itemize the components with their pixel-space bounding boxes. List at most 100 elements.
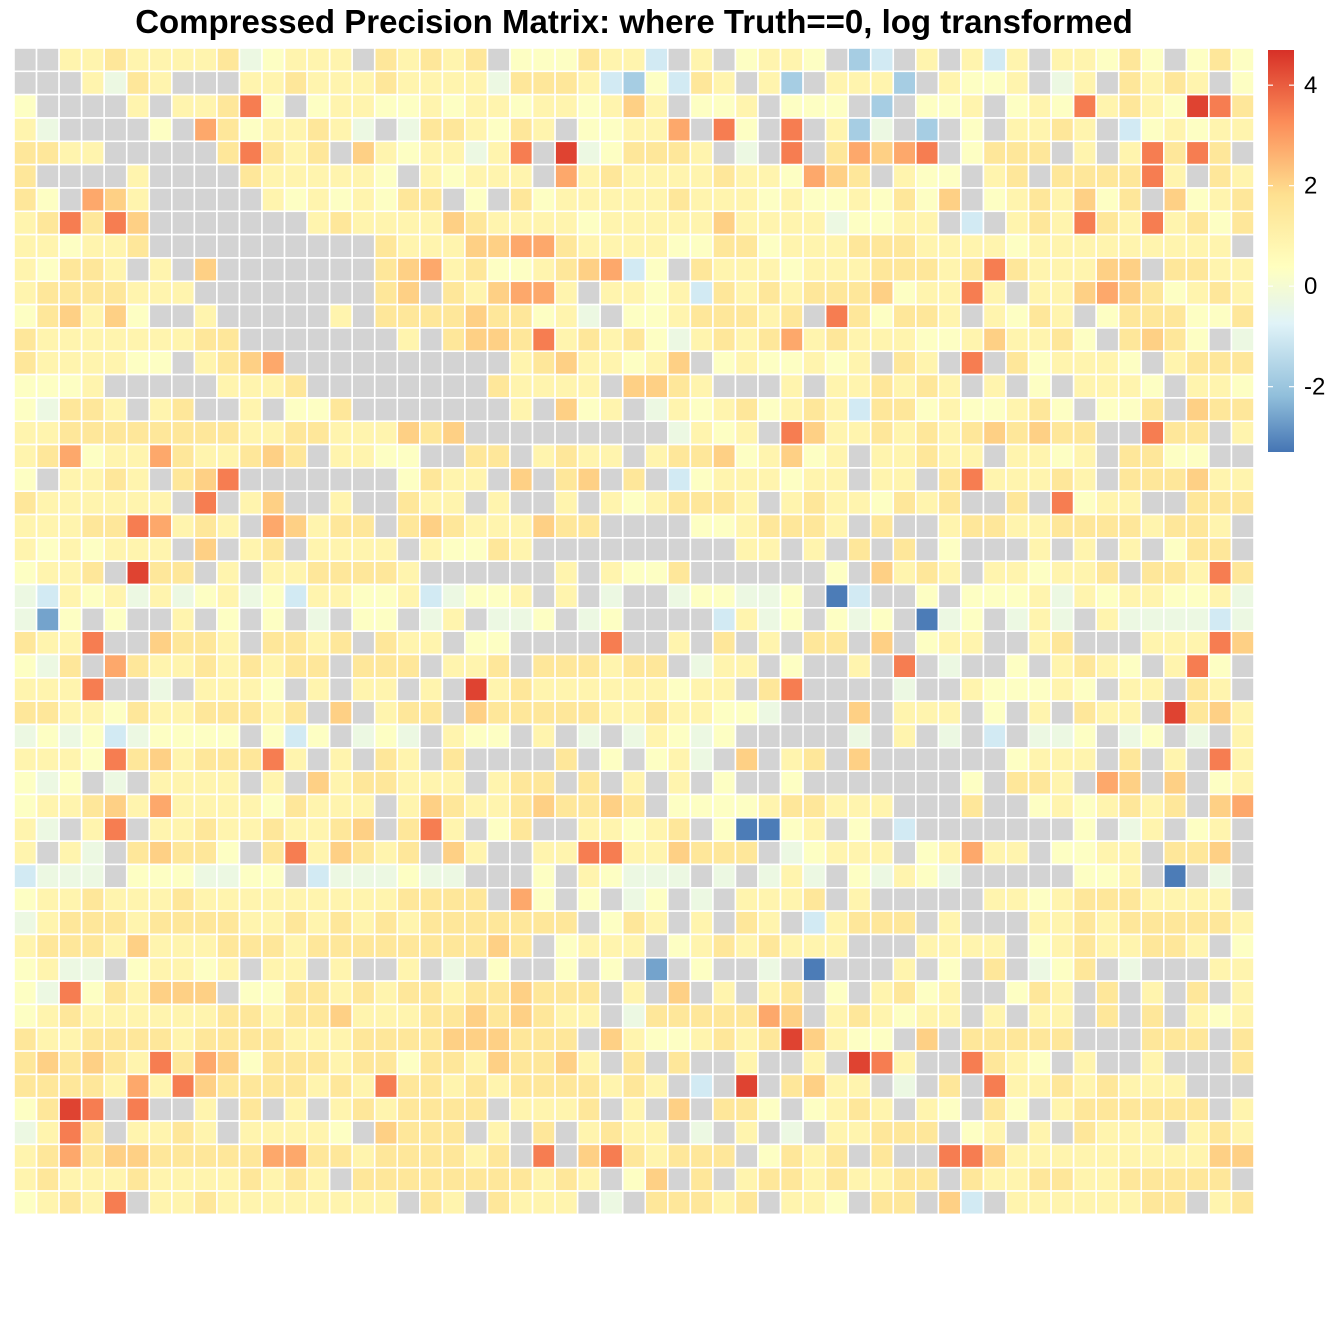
heatmap-cell xyxy=(1027,1143,1052,1169)
heatmap-cell xyxy=(937,513,962,539)
heatmap-cell xyxy=(734,560,759,586)
heatmap-cell xyxy=(283,910,308,936)
heatmap-cell xyxy=(216,420,241,446)
heatmap-cell xyxy=(58,933,83,959)
heatmap-cell xyxy=(915,303,940,329)
heatmap-cell xyxy=(35,140,60,166)
heatmap-cell xyxy=(1095,280,1120,306)
heatmap-cell xyxy=(576,47,601,73)
heatmap-cell xyxy=(103,1026,128,1052)
heatmap-cell xyxy=(667,327,692,353)
heatmap-cell xyxy=(1072,1143,1097,1169)
heatmap-cell xyxy=(125,117,151,143)
heatmap-cell xyxy=(58,886,83,912)
heatmap-cell xyxy=(1230,327,1255,353)
heatmap-cell xyxy=(193,233,218,259)
heatmap-cell xyxy=(892,863,917,889)
heatmap-cell xyxy=(802,933,827,959)
heatmap-cell xyxy=(125,700,151,726)
heatmap-cell xyxy=(486,327,511,353)
heatmap-cell xyxy=(441,956,466,982)
heatmap-cell xyxy=(779,560,804,586)
heatmap-cell xyxy=(1027,373,1052,399)
heatmap-cell xyxy=(824,1026,849,1052)
heatmap-cell xyxy=(419,1026,444,1052)
heatmap-cell xyxy=(396,653,421,679)
heatmap-cell xyxy=(1163,210,1188,236)
heatmap-cell xyxy=(960,373,985,399)
heatmap-cell xyxy=(1185,513,1210,539)
heatmap-cell xyxy=(847,956,872,982)
heatmap-cell xyxy=(915,1003,940,1029)
heatmap-cell xyxy=(261,513,286,539)
heatmap-cell xyxy=(58,420,83,446)
heatmap-cell xyxy=(396,723,421,749)
heatmap-cell xyxy=(734,397,759,423)
heatmap-cell xyxy=(869,630,895,656)
heatmap-cell xyxy=(373,303,399,329)
heatmap-cell xyxy=(1027,1190,1052,1216)
heatmap-cell xyxy=(1163,397,1188,423)
heatmap-cell xyxy=(802,583,827,609)
heatmap-cell xyxy=(193,653,218,679)
heatmap-cell xyxy=(531,816,556,842)
heatmap-cell xyxy=(1117,1073,1143,1099)
heatmap-cell xyxy=(216,770,241,796)
heatmap-cell xyxy=(283,1003,308,1029)
heatmap-cell xyxy=(644,47,669,73)
heatmap-cell xyxy=(1005,70,1030,96)
heatmap-cell xyxy=(869,653,895,679)
heatmap-cell xyxy=(802,233,827,259)
heatmap-cell xyxy=(802,1003,827,1029)
heatmap-cell xyxy=(892,560,917,586)
heatmap-cell xyxy=(58,117,83,143)
heatmap-cell xyxy=(531,397,556,423)
heatmap-cell xyxy=(1230,816,1255,842)
heatmap-cell xyxy=(441,93,466,119)
heatmap-cell xyxy=(148,327,173,353)
heatmap-cell xyxy=(757,420,782,446)
heatmap-cell xyxy=(306,1026,331,1052)
heatmap-cell xyxy=(734,327,759,353)
heatmap-cell xyxy=(509,747,534,772)
heatmap-cell xyxy=(1005,1120,1030,1146)
heatmap-cell xyxy=(1117,1190,1143,1216)
heatmap-cell xyxy=(1027,910,1052,936)
heatmap-cell xyxy=(621,583,647,609)
heatmap-cell xyxy=(509,653,534,679)
heatmap-cell xyxy=(779,1096,804,1122)
heatmap-cell xyxy=(1230,257,1255,283)
heatmap-cell xyxy=(531,793,556,819)
heatmap-cell xyxy=(554,980,579,1006)
heatmap-cell xyxy=(283,607,308,632)
heatmap-cell xyxy=(373,653,399,679)
heatmap-cell xyxy=(486,956,511,982)
heatmap-cell xyxy=(644,677,669,702)
heatmap-cell xyxy=(1208,233,1233,259)
heatmap-cell xyxy=(1140,117,1165,143)
heatmap-cell xyxy=(576,513,601,539)
heatmap-cell xyxy=(937,910,962,936)
heatmap-cell xyxy=(689,443,714,469)
heatmap-cell xyxy=(712,140,737,166)
heatmap-cell xyxy=(599,187,624,213)
heatmap-cell xyxy=(621,1120,647,1146)
heatmap-cell xyxy=(283,1120,308,1146)
heatmap-cell xyxy=(621,1190,647,1216)
heatmap-cell xyxy=(419,513,444,539)
heatmap-cell xyxy=(171,910,196,936)
heatmap-cell xyxy=(869,1026,895,1052)
heatmap-cell xyxy=(509,327,534,353)
heatmap-cell xyxy=(802,1120,827,1146)
heatmap-cell xyxy=(328,1143,353,1169)
heatmap-cell xyxy=(373,723,399,749)
heatmap-cell xyxy=(238,373,263,399)
heatmap-cell xyxy=(1072,1120,1097,1146)
heatmap-cell xyxy=(1027,117,1052,143)
heatmap-cell xyxy=(1117,1120,1143,1146)
heatmap-cell xyxy=(261,117,286,143)
heatmap-cell xyxy=(396,490,421,516)
heatmap-cell xyxy=(915,910,940,936)
heatmap-cell xyxy=(58,910,83,936)
heatmap-cell xyxy=(802,793,827,819)
